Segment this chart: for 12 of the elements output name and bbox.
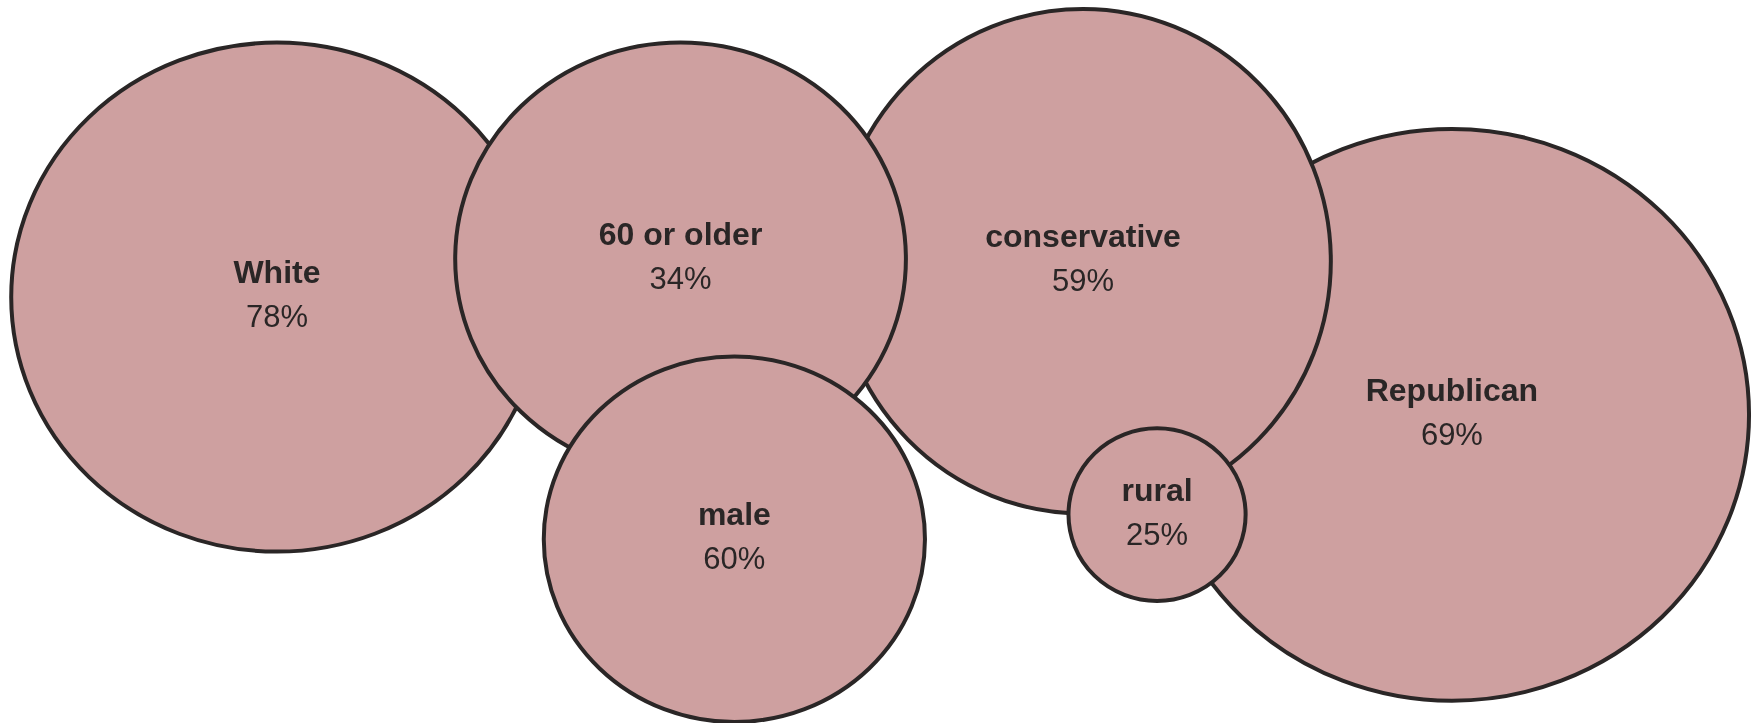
category-label: rural	[1121, 471, 1193, 508]
data-label: 69%	[1420, 416, 1483, 452]
data-label: 34%	[649, 260, 712, 296]
data-label: 60%	[703, 541, 766, 577]
category-label: male	[697, 496, 771, 533]
data-label: 25%	[1126, 516, 1189, 552]
category-label: Republican	[1365, 371, 1539, 408]
data-label: 59%	[1052, 263, 1115, 299]
data-label: 78%	[245, 299, 308, 335]
category-label: conservative	[985, 218, 1181, 255]
category-label: White	[233, 254, 321, 291]
category-label: 60 or older	[598, 215, 763, 252]
